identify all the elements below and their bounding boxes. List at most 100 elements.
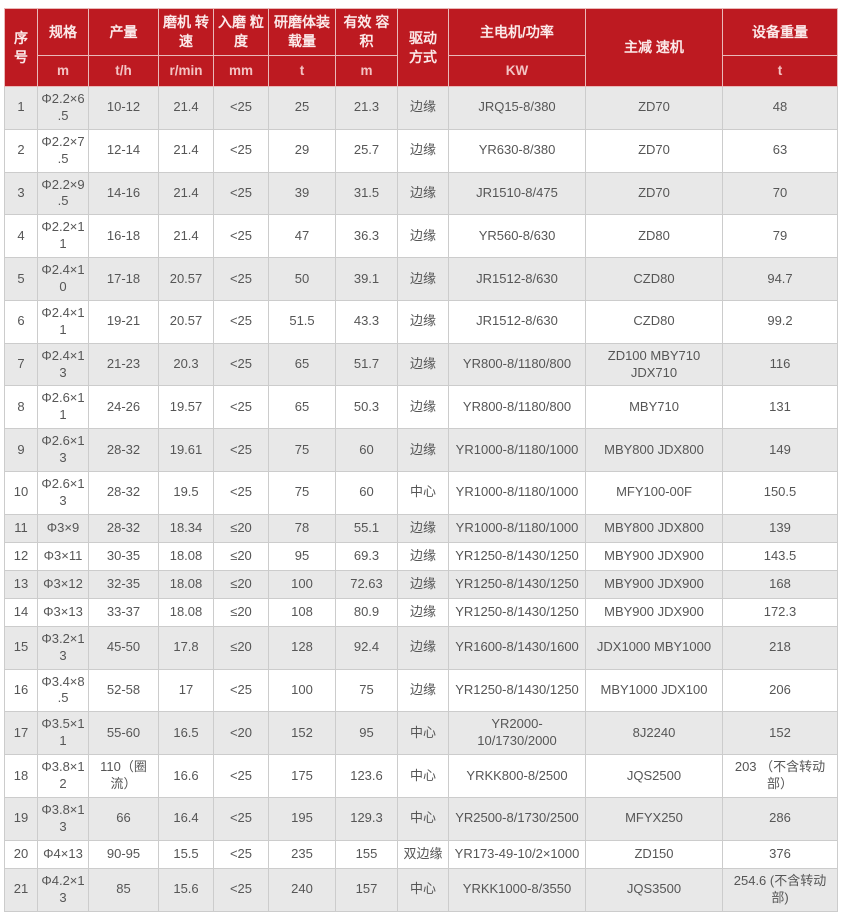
table-cell: 边缘 bbox=[397, 597, 449, 627]
table-row: 17 Φ3.5×11 55-60 16.5 <20 152 95 中心 YR2000-10/17… bbox=[4, 711, 838, 756]
table-cell: 18.08 bbox=[158, 541, 214, 571]
ball-mill-spec-table: 序号 规格 产量 磨机 转速 入磨 粒度 研磨体装载量 有效 容积 驱动 方式 … bbox=[4, 8, 838, 912]
table-cell: 8 bbox=[4, 385, 38, 430]
table-cell: YR1000-8/1180/1000 bbox=[448, 428, 586, 473]
col-header-spec: 规格 bbox=[37, 8, 89, 56]
table-cell: Φ4×13 bbox=[37, 839, 89, 869]
table-cell: 51.5 bbox=[268, 299, 336, 344]
table-row: 19 Φ3.8×13 66 16.4 <25 195 129.3 中心 YR2500-8/173… bbox=[4, 796, 838, 841]
table-cell: JR1510-8/475 bbox=[448, 171, 586, 216]
table-cell: <25 bbox=[213, 342, 269, 387]
table-cell: 43.3 bbox=[335, 299, 398, 344]
table-cell: 边缘 bbox=[397, 128, 449, 173]
table-row: 7 Φ2.4×13 21-23 20.3 <25 65 51.7 边缘 YR800-8/1180… bbox=[4, 342, 838, 387]
table-cell: ZD70 bbox=[585, 171, 723, 216]
table-cell: 32-35 bbox=[88, 569, 159, 599]
table-cell: 155 bbox=[335, 839, 398, 869]
table-cell: 6 bbox=[4, 299, 38, 344]
table-cell: <25 bbox=[213, 668, 269, 713]
table-cell: YR2500-8/1730/2500 bbox=[448, 796, 586, 841]
table-cell: 25.7 bbox=[335, 128, 398, 173]
table-cell: 2 bbox=[4, 128, 38, 173]
table-cell: 70 bbox=[722, 171, 838, 216]
table-cell: ZD70 bbox=[585, 86, 723, 130]
table-cell: 25 bbox=[268, 86, 336, 130]
table-cell: 17 bbox=[158, 668, 214, 713]
table-cell: 1 bbox=[4, 86, 38, 130]
table-cell: 21-23 bbox=[88, 342, 159, 387]
table-row: 9 Φ2.6×13 28-32 19.61 <25 75 60 边缘 YR1000-8/1180… bbox=[4, 428, 838, 473]
table-cell: 100 bbox=[268, 569, 336, 599]
table-cell: 21.4 bbox=[158, 128, 214, 173]
table-cell: 边缘 bbox=[397, 668, 449, 713]
table-cell: <25 bbox=[213, 86, 269, 130]
table-cell: Φ2.6×11 bbox=[37, 385, 89, 430]
table-cell: JRQ15-8/380 bbox=[448, 86, 586, 130]
header-main-row: 序号 规格 产量 磨机 转速 入磨 粒度 研磨体装载量 有效 容积 驱动 方式 … bbox=[4, 8, 838, 87]
table-cell: 15 bbox=[4, 625, 38, 670]
table-cell: YR1250-8/1430/1250 bbox=[448, 541, 586, 571]
table-cell: 17.8 bbox=[158, 625, 214, 670]
table-cell: 80.9 bbox=[335, 597, 398, 627]
table-cell: 39 bbox=[268, 171, 336, 216]
table-row: 8 Φ2.6×11 24-26 19.57 <25 65 50.3 边缘 YR800-8/118… bbox=[4, 385, 838, 430]
table-cell: <25 bbox=[213, 839, 269, 869]
header-units-row: m t/h r/min mm t m KW t bbox=[5, 55, 838, 87]
table-cell: <20 bbox=[213, 711, 269, 756]
table-cell: 55-60 bbox=[88, 711, 159, 756]
table-cell: 14-16 bbox=[88, 171, 159, 216]
table-cell: 65 bbox=[268, 342, 336, 387]
table-cell: 12-14 bbox=[88, 128, 159, 173]
table-cell: 中心 bbox=[397, 711, 449, 756]
table-cell: MBY1000 JDX100 bbox=[585, 668, 723, 713]
table-cell: 15.6 bbox=[158, 867, 214, 912]
unit-feed-size: mm bbox=[213, 55, 269, 87]
table-row: 15 Φ3.2×13 45-50 17.8 ≤20 128 92.4 边缘 YR1600-8/1… bbox=[4, 625, 838, 670]
table-cell: 边缘 bbox=[397, 214, 449, 259]
table-cell: 边缘 bbox=[397, 171, 449, 216]
col-header-drive: 驱动 方式 bbox=[397, 8, 449, 87]
table-cell: 8J2240 bbox=[585, 711, 723, 756]
col-header-media-load: 研磨体装载量 bbox=[268, 8, 336, 56]
table-cell: 11 bbox=[4, 513, 38, 543]
table-cell: Φ2.4×13 bbox=[37, 342, 89, 387]
table-cell: Φ3.5×11 bbox=[37, 711, 89, 756]
table-cell: 中心 bbox=[397, 471, 449, 515]
table-cell: ≤20 bbox=[213, 625, 269, 670]
table-cell: Φ3.8×12 bbox=[37, 754, 89, 798]
table-cell: JDX1000 MBY1000 bbox=[585, 625, 723, 670]
unit-spec: m bbox=[37, 55, 89, 87]
table-cell: YR1000-8/1180/1000 bbox=[448, 471, 586, 515]
table-row: 20 Φ4×13 90-95 15.5 <25 235 155 双边缘 YR173-49-10/… bbox=[4, 839, 838, 869]
table-cell: 235 bbox=[268, 839, 336, 869]
table-cell: 45-50 bbox=[88, 625, 159, 670]
table-cell: 168 bbox=[722, 569, 838, 599]
table-cell: MBY900 JDX900 bbox=[585, 569, 723, 599]
col-header-reducer: 主减 速机 bbox=[585, 8, 723, 87]
table-cell: ≤20 bbox=[213, 541, 269, 571]
table-cell: ZD70 bbox=[585, 128, 723, 173]
table-cell: 100 bbox=[268, 668, 336, 713]
table-cell: 175 bbox=[268, 754, 336, 798]
table-cell: CZD80 bbox=[585, 299, 723, 344]
table-cell: Φ2.6×13 bbox=[37, 428, 89, 473]
table-cell: 4 bbox=[4, 214, 38, 259]
table-cell: 95 bbox=[268, 541, 336, 571]
table-cell: Φ2.2×6.5 bbox=[37, 86, 89, 130]
table-cell: 边缘 bbox=[397, 541, 449, 571]
table-cell: YR1250-8/1430/1250 bbox=[448, 569, 586, 599]
table-cell: 60 bbox=[335, 471, 398, 515]
table-cell: 254.6 (不含转动部) bbox=[722, 867, 838, 912]
table-cell: 36.3 bbox=[335, 214, 398, 259]
table-cell: 18 bbox=[4, 754, 38, 798]
table-cell: Φ2.4×11 bbox=[37, 299, 89, 344]
table-cell: JQS3500 bbox=[585, 867, 723, 912]
table-cell: 19.57 bbox=[158, 385, 214, 430]
table-cell: YR800-8/1180/800 bbox=[448, 385, 586, 430]
table-cell: 边缘 bbox=[397, 385, 449, 430]
table-cell: Φ2.6×13 bbox=[37, 471, 89, 515]
table-cell: 131 bbox=[722, 385, 838, 430]
table-cell: 72.63 bbox=[335, 569, 398, 599]
table-cell: 29 bbox=[268, 128, 336, 173]
table-cell: 47 bbox=[268, 214, 336, 259]
